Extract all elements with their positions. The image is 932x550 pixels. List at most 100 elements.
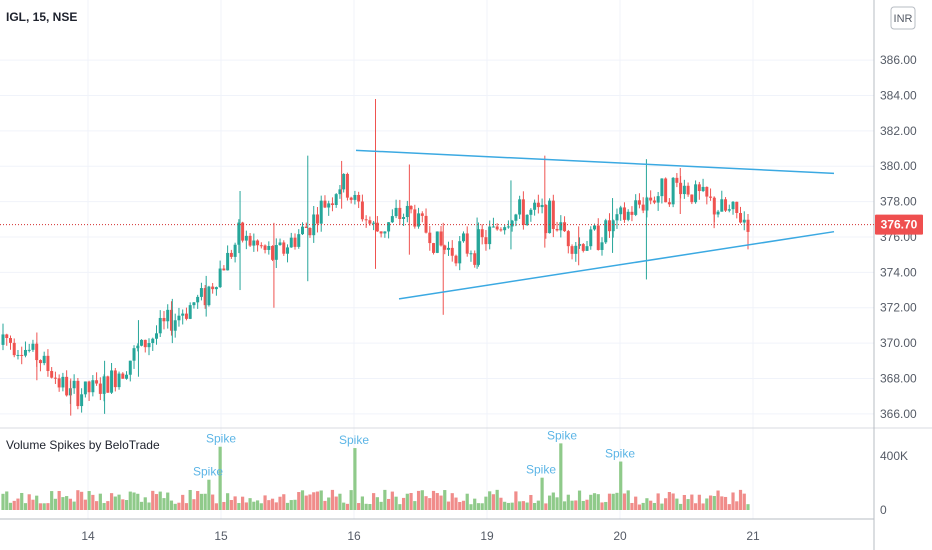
candle-body [469, 253, 473, 255]
volume-bar [495, 489, 499, 510]
volume-bar [342, 502, 346, 510]
volume-bar [349, 490, 353, 510]
volume-bar [596, 494, 600, 510]
volume-bar [671, 493, 675, 510]
volume-bar [499, 497, 503, 510]
candle-body [166, 309, 170, 322]
volume-bar [480, 503, 484, 510]
volume-bar [439, 495, 443, 510]
candle-body [226, 252, 230, 271]
volume-bar [166, 492, 170, 510]
candle-body [548, 200, 552, 234]
time-tick-label: 19 [480, 529, 494, 543]
candle-body [334, 194, 338, 205]
candle-body [345, 173, 349, 198]
volume-bar [506, 502, 511, 510]
candle-body [443, 245, 447, 250]
volume-bar [536, 500, 540, 510]
volume-bar [184, 503, 189, 510]
volume-bar [27, 494, 31, 510]
candle-body [615, 214, 619, 221]
candle-body [12, 342, 16, 356]
candle-body [604, 220, 608, 243]
candle-body [622, 207, 626, 220]
volume-bar [634, 496, 638, 510]
trendline-upper[interactable] [355, 149, 835, 175]
indicator-title[interactable]: Volume Spikes by BeloTrade [6, 438, 160, 452]
volume-bar [420, 490, 424, 510]
candle-body [147, 343, 151, 348]
candle-body [484, 237, 488, 245]
volume-bar [229, 499, 233, 510]
volume-bar [154, 494, 159, 510]
volume-bar [173, 503, 177, 510]
candle-body [38, 360, 42, 364]
volume-bar [387, 498, 391, 510]
price-tick-label: 380.00 [880, 159, 917, 173]
volume-bar [128, 491, 132, 510]
volume-bar [390, 491, 394, 510]
volume-bar [574, 500, 578, 510]
volume-bar [345, 503, 350, 510]
currency-label: INR [894, 13, 913, 25]
candle-body [20, 354, 24, 356]
volume-bar [738, 489, 743, 510]
candle-body [570, 246, 574, 254]
candle-body [282, 242, 286, 254]
candle-body [439, 231, 443, 246]
volume-bar [394, 496, 398, 510]
time-axis[interactable]: 14 15 16 19 20 21 [81, 529, 760, 543]
volume-bar [252, 501, 256, 510]
volume-bar [42, 503, 46, 510]
currency-badge[interactable]: INR [890, 6, 916, 30]
volume-bar [68, 498, 72, 510]
candle-body [151, 338, 155, 344]
volume-bar [461, 500, 466, 510]
candle-body [27, 349, 31, 351]
volume-bar [353, 448, 357, 510]
candle-body [555, 228, 559, 231]
candle-body [499, 229, 503, 231]
volume-bar [720, 496, 724, 510]
candle-body [686, 185, 690, 195]
volume-bar [255, 500, 260, 510]
candle-body [656, 196, 660, 203]
volume-bar [330, 489, 335, 510]
volume-bar [91, 494, 95, 510]
candle-body [671, 177, 675, 205]
candle-body [488, 226, 492, 245]
candle-body [454, 255, 458, 264]
volume-bar [641, 502, 645, 510]
volume-bar [723, 496, 728, 510]
candle-body [293, 237, 297, 247]
volume-bar [630, 502, 634, 510]
volume-bar [682, 494, 686, 510]
volume-bar [686, 499, 690, 510]
candle-body [300, 226, 304, 235]
candle-body [450, 247, 454, 256]
volume-bar [312, 492, 316, 510]
candle-body [106, 376, 110, 393]
trendline-lower[interactable] [398, 230, 835, 300]
volume-bar [693, 503, 698, 510]
symbol-label[interactable]: IGL, 15, NSE [6, 10, 77, 24]
price-axis[interactable]: 386.00384.00382.00380.00378.00376.00374.… [880, 53, 917, 421]
volume-bar [645, 498, 649, 510]
candle-body [211, 286, 215, 290]
candle-body [289, 237, 293, 248]
volume-bar [405, 493, 409, 510]
candle-body [330, 203, 334, 205]
last-price-label: 376.70 [881, 218, 918, 232]
candle-body [95, 380, 99, 384]
volume-bar [207, 479, 211, 510]
candle-body [447, 247, 451, 250]
volume-bar [8, 502, 13, 510]
volume-bar [416, 490, 421, 510]
volume-bar [383, 489, 387, 510]
candle-body [432, 243, 436, 253]
candle-body [259, 245, 263, 247]
volume-bar [83, 499, 87, 510]
candle-body [514, 214, 518, 221]
